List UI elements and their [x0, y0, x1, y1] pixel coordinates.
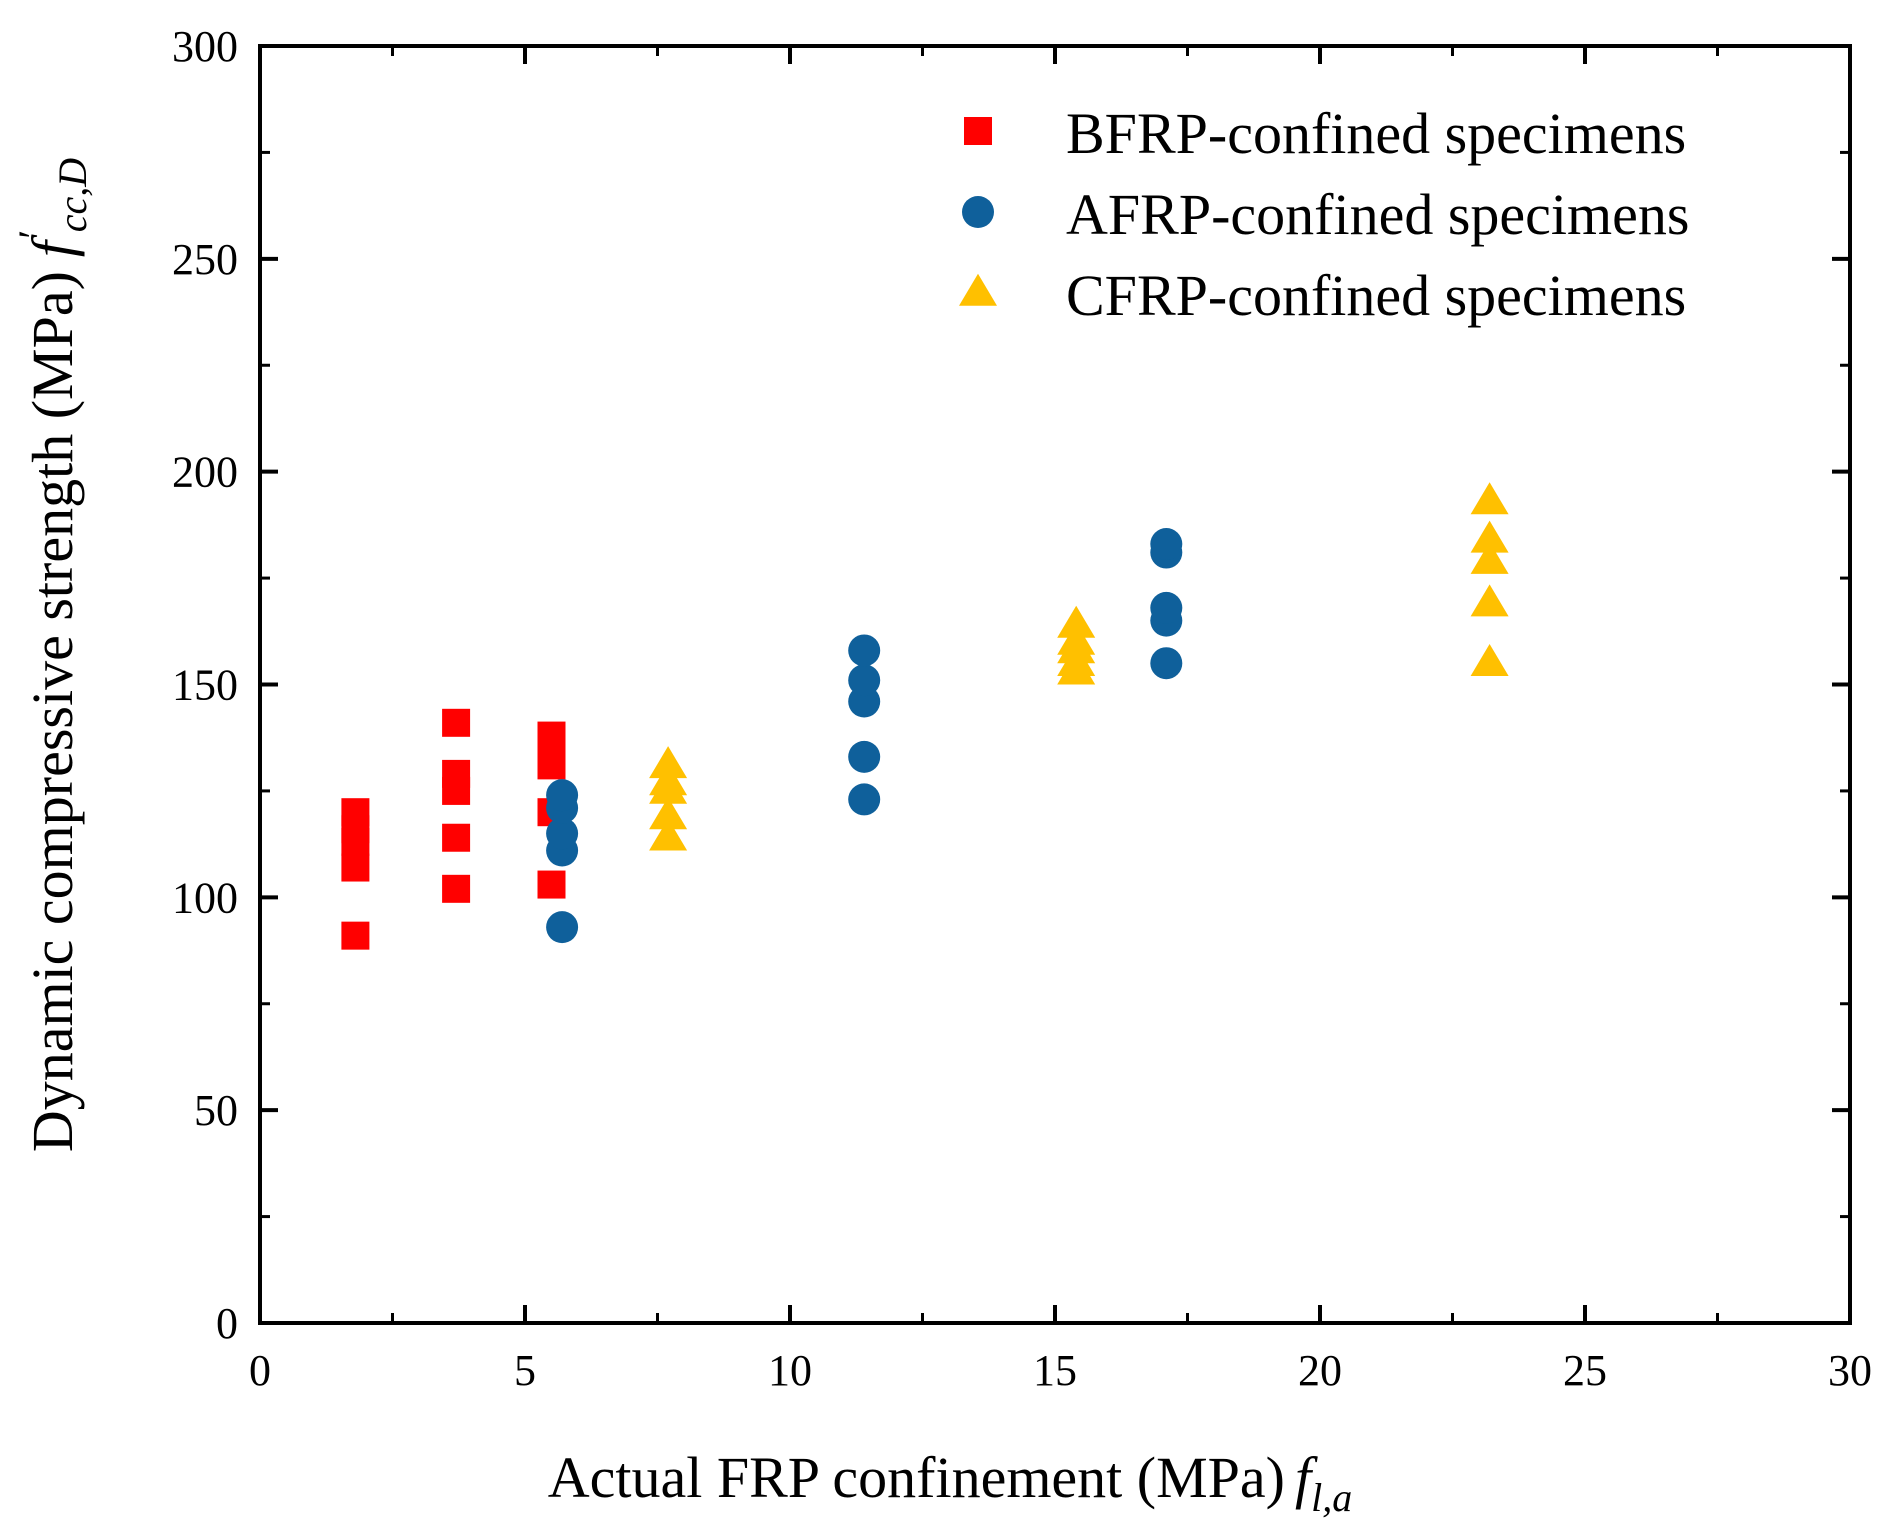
bfrp-point [442, 874, 471, 903]
legend-label-afrp: AFRP-confined specimens [1066, 182, 1689, 247]
bfrp-point [537, 870, 566, 899]
bfrp-point [341, 798, 370, 827]
afrp-point [546, 779, 579, 812]
plot-frame [258, 44, 1852, 1325]
legend-label-bfrp: BFRP-confined specimens [1066, 101, 1686, 166]
bfrp-point [341, 921, 370, 950]
cfrp-point [1057, 622, 1096, 655]
y-axis-subscript: cc,D [50, 158, 95, 233]
x-axis-subscript: l,a [1311, 1475, 1352, 1520]
bfrp-point [442, 759, 471, 788]
y-axis-title-text: Dynamic compressive strength (MPa) [20, 271, 85, 1152]
x-axis-title-text: Actual FRP confinement (MPa) [548, 1445, 1285, 1510]
x-tick-label: 20 [1298, 1346, 1342, 1395]
afrp-point [848, 664, 881, 697]
cfrp-point [1470, 541, 1509, 574]
cfrp-point [1470, 520, 1509, 553]
x-tick-label: 25 [1563, 1346, 1607, 1395]
afrp-point [1150, 528, 1183, 561]
y-tick-label: 50 [194, 1086, 238, 1135]
x-tick-label: 15 [1033, 1346, 1077, 1395]
bfrp-point [537, 721, 566, 750]
data-points [341, 482, 1509, 950]
cfrp-point [1057, 605, 1096, 638]
afrp-point [546, 911, 579, 944]
x-tick-label: 0 [249, 1346, 271, 1395]
legend: BFRP-confined specimens AFRP-confined spe… [959, 101, 1689, 328]
legend-marker-afrp [962, 196, 994, 228]
bfrp-point [442, 708, 471, 737]
afrp-point [1150, 591, 1183, 624]
x-axis-title: Actual FRP confinement (MPa) fl,a [548, 1445, 1352, 1520]
x-tick-label: 5 [514, 1346, 536, 1395]
cfrp-point [649, 746, 688, 779]
afrp-point [848, 634, 881, 667]
afrp-point [848, 783, 881, 816]
y-axis-title: Dynamic compressive strength (MPa)f′cc,D [10, 158, 95, 1152]
cfrp-point [649, 797, 688, 830]
y-tick-label: 100 [172, 873, 238, 922]
cfrp-point [1470, 482, 1509, 515]
cfrp-point [649, 763, 688, 796]
legend-marker-cfrp [959, 273, 997, 306]
y-tick-label: 150 [172, 661, 238, 710]
x-tick-label: 30 [1828, 1346, 1872, 1395]
x-tick-label: 10 [768, 1346, 812, 1395]
cfrp-point [1470, 644, 1509, 677]
afrp-point [848, 740, 881, 773]
y-tick-label: 0 [216, 1299, 238, 1348]
legend-label-cfrp: CFRP-confined specimens [1066, 263, 1686, 328]
cfrp-point [649, 818, 688, 851]
cfrp-point [1470, 584, 1509, 617]
y-axis-prime: ′ [10, 231, 55, 241]
legend-marker-bfrp [964, 117, 992, 145]
bfrp-point [341, 853, 370, 882]
y-tick-label: 300 [172, 22, 238, 71]
bfrp-point [442, 823, 471, 852]
y-tick-label: 250 [172, 235, 238, 284]
afrp-point [1150, 647, 1183, 680]
y-tick-label: 200 [172, 448, 238, 497]
afrp-point [546, 817, 579, 850]
